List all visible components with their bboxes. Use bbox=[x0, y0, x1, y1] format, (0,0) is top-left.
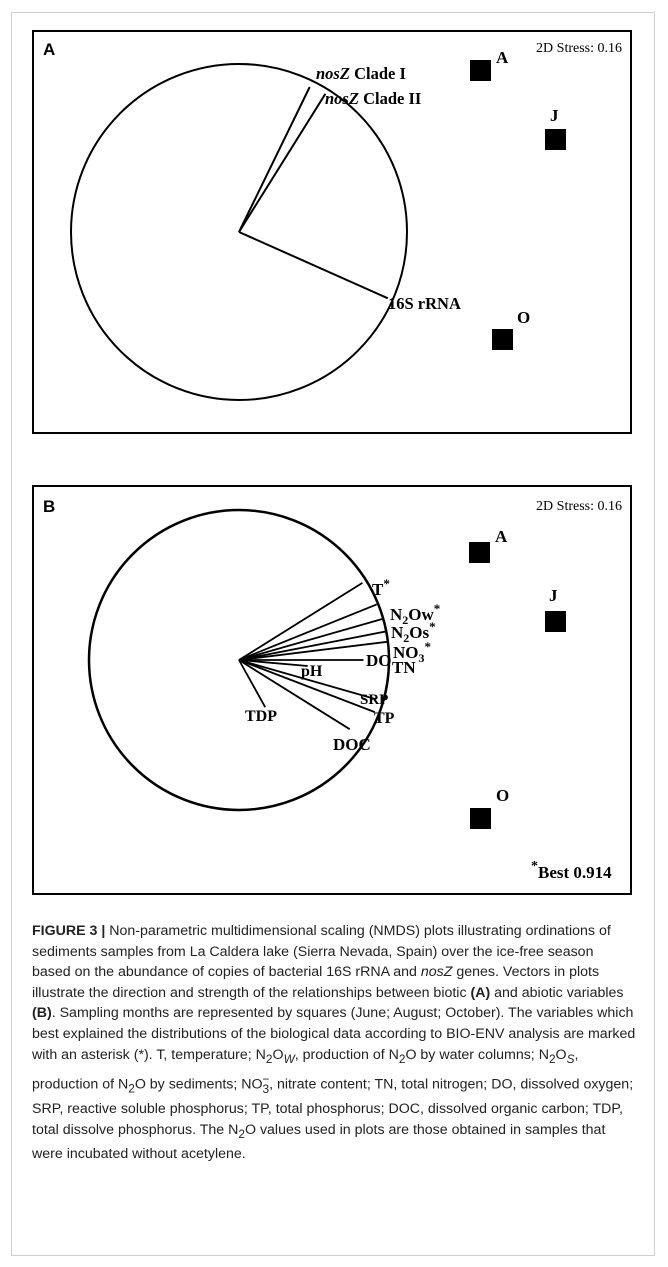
vector-label-t: T* bbox=[372, 576, 390, 599]
best-annotation: *Best 0.914 bbox=[531, 859, 612, 882]
caption-text: O bbox=[555, 1046, 567, 1063]
vector-label-16s-rrna: 16S rRNA bbox=[388, 294, 461, 313]
caption-text: , production of N bbox=[294, 1046, 399, 1063]
vector-label-do: DO bbox=[366, 651, 392, 670]
caption-text: . Sampling months are represented by squ… bbox=[32, 1005, 636, 1063]
caption-sup: − bbox=[262, 1071, 270, 1086]
caption-nosz: nosZ bbox=[420, 964, 453, 981]
caption-sub: 2 bbox=[548, 1051, 556, 1066]
caption-text: O bbox=[272, 1046, 284, 1063]
sample-label-a: A bbox=[495, 527, 508, 546]
vector-label-tn: TN bbox=[392, 658, 416, 677]
vector-line-0 bbox=[238, 86, 311, 233]
panel-a-plot: A 2D Stress: 0.16 nosZ Clade I nosZ Clad… bbox=[32, 30, 632, 434]
figure-caption: FIGURE 3 | Non-parametric multidimension… bbox=[32, 921, 636, 1165]
sample-label-j: J bbox=[550, 106, 559, 125]
caption-text: , production of N bbox=[32, 1046, 579, 1093]
sample-point-j bbox=[545, 129, 566, 150]
panel-b-label: B bbox=[43, 497, 55, 516]
caption-text: , nitrate content; TN, total nitrogen; D… bbox=[32, 1076, 634, 1138]
caption-sub: 2 bbox=[265, 1051, 273, 1066]
vector-label-nosz-clade-2: nosZ Clade II bbox=[325, 89, 421, 108]
caption-figure-label: FIGURE 3 | bbox=[32, 923, 106, 939]
sample-label-o: O bbox=[496, 786, 509, 805]
vector-line-1 bbox=[238, 93, 327, 233]
vector-line-6 bbox=[238, 659, 308, 667]
panel-a-vectors bbox=[238, 86, 389, 300]
sample-point-o bbox=[470, 808, 491, 829]
caption-sub: 2 bbox=[398, 1051, 406, 1066]
caption-panel-ref-b: (B) bbox=[32, 1005, 52, 1022]
vector-line-2 bbox=[238, 617, 384, 661]
vector-label-n2ow: N2Ow* bbox=[390, 601, 440, 627]
caption-sub: W bbox=[283, 1051, 295, 1066]
vector-line-3 bbox=[238, 630, 387, 661]
caption-sub: 2 bbox=[238, 1126, 245, 1141]
panel-b-vectors bbox=[238, 582, 389, 730]
caption-text: O by water columns; N bbox=[405, 1046, 549, 1063]
caption-sub: 3 bbox=[262, 1081, 270, 1096]
panel-b-plot: B 2D Stress: 0.16 T* N2Ow* N2Os* NO3* TN… bbox=[32, 485, 632, 895]
panel-b-stress: 2D Stress: 0.16 bbox=[536, 499, 622, 514]
caption-text: and abiotic variables bbox=[490, 984, 624, 1001]
panel-b-correlation-circle bbox=[87, 508, 391, 812]
vector-label-srp: SRP bbox=[360, 692, 388, 708]
panel-a-correlation-circle bbox=[70, 63, 408, 401]
vector-line-4 bbox=[238, 640, 389, 661]
caption-text: Non-parametric multidimensional scaling … bbox=[32, 923, 611, 981]
vector-line-1 bbox=[238, 603, 378, 661]
vector-line-9 bbox=[238, 659, 351, 730]
vector-label-doc: DOC bbox=[333, 735, 371, 754]
vector-line-8 bbox=[238, 659, 376, 713]
caption-sub: 2 bbox=[128, 1081, 135, 1096]
figure-frame bbox=[11, 12, 655, 1256]
vector-label-tdp: TDP bbox=[245, 708, 277, 725]
sample-label-o: O bbox=[517, 308, 530, 327]
sample-point-o bbox=[492, 329, 513, 350]
panel-b-svg: B 2D Stress: 0.16 T* N2Ow* N2Os* NO3* TN… bbox=[43, 497, 622, 882]
vector-label-tp: TP bbox=[374, 710, 395, 727]
sample-point-j bbox=[545, 611, 566, 632]
vector-label-n2os: N2Os* bbox=[391, 619, 436, 645]
vector-line-7 bbox=[238, 659, 377, 701]
vector-line-0 bbox=[238, 582, 363, 661]
sample-point-a bbox=[470, 60, 491, 81]
caption-panel-ref-a: (A) bbox=[470, 984, 491, 1001]
caption-text: O by sediments; NO bbox=[134, 1076, 263, 1093]
vector-line-2 bbox=[238, 231, 389, 300]
sample-label-a: A bbox=[496, 48, 509, 67]
vector-label-nosz-clade-1: nosZ Clade I bbox=[316, 64, 406, 83]
caption-text: O values used in plots are those obtaine… bbox=[32, 1121, 606, 1163]
sample-label-j: J bbox=[549, 586, 558, 605]
panel-a-svg: A 2D Stress: 0.16 nosZ Clade I nosZ Clad… bbox=[43, 40, 622, 401]
panel-a-label: A bbox=[43, 40, 55, 59]
vector-line-10 bbox=[238, 659, 266, 708]
vector-label-no3: NO3* bbox=[393, 639, 431, 665]
caption-text: genes. Vectors in plots illustrate the d… bbox=[32, 964, 600, 1001]
panel-a-stress: 2D Stress: 0.16 bbox=[536, 41, 622, 56]
sample-point-a bbox=[469, 542, 490, 563]
caption-sub: S bbox=[566, 1051, 575, 1066]
vector-label-ph: pH bbox=[301, 663, 323, 680]
